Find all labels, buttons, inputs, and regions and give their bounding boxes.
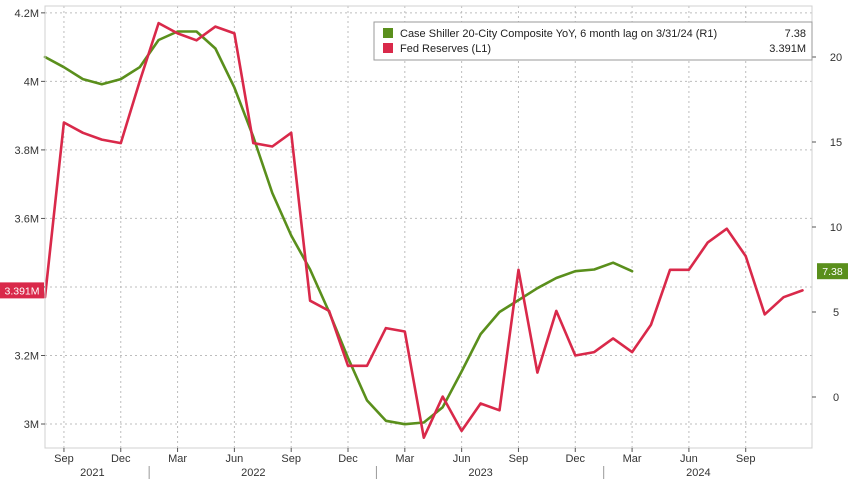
x-axis-tick-label: Dec bbox=[111, 453, 131, 465]
last-value-tag-fed-reserves-text: 3.391M bbox=[4, 285, 39, 297]
series-line-fed-reserves bbox=[43, 21, 804, 440]
legend-swatch-fed-reserves bbox=[383, 43, 393, 53]
legend-value-case-shiller: 7.38 bbox=[785, 28, 806, 40]
legend-swatch-case-shiller bbox=[383, 28, 393, 38]
axis-labels: 3M 3.2M 3.6M 3.8M 4M 4.2M Sep Dec Mar Jun Sep Dec Ma… bbox=[15, 8, 843, 479]
x-axis-tick-label: Mar bbox=[395, 453, 414, 465]
right-axis-tick-label: 10 bbox=[830, 222, 842, 234]
right-axis-tick-label: 15 bbox=[830, 137, 842, 149]
left-axis-tick-label: 4M bbox=[24, 76, 39, 88]
x-axis-tick-label: Jun bbox=[680, 453, 698, 465]
left-axis-tick-label: 4.2M bbox=[15, 8, 39, 20]
last-value-tag-case-shiller bbox=[817, 263, 848, 280]
series-lines bbox=[43, 21, 804, 440]
x-axis-tick-label: Sep bbox=[509, 453, 529, 465]
grid bbox=[45, 6, 812, 448]
right-axis-tick-label: 5 bbox=[833, 307, 839, 319]
legend-label-case-shiller: Case Shiller 20-City Composite YoY, 6 mo… bbox=[400, 28, 717, 40]
x-axis-tick-label: Mar bbox=[623, 453, 642, 465]
legend-value-fed-reserves: 3.391M bbox=[769, 43, 806, 55]
last-value-tag-fed-reserves bbox=[0, 282, 44, 299]
x-axis-tick-label: Sep bbox=[54, 453, 74, 465]
x-axis-tick-label: Sep bbox=[281, 453, 301, 465]
right-axis-tick-label: 20 bbox=[830, 52, 842, 64]
right-axis-tick-label: 0 bbox=[833, 392, 839, 404]
left-axis-tick-label: 3M bbox=[24, 419, 39, 431]
legend-label-fed-reserves: Fed Reserves (L1) bbox=[400, 43, 491, 55]
x-axis-tick-label: Dec bbox=[565, 453, 585, 465]
left-axis-tick-label: 3.8M bbox=[15, 145, 39, 157]
x-axis-tick-label: Jun bbox=[453, 453, 471, 465]
x-axis-year-label: 2022 bbox=[241, 467, 265, 479]
legend-box bbox=[373, 21, 813, 61]
legend: Case Shiller 20-City Composite YoY, 6 mo… bbox=[373, 21, 813, 61]
x-axis-tick-label: Jun bbox=[226, 453, 244, 465]
x-axis-tick-label: Dec bbox=[338, 453, 358, 465]
x-axis-tick-label: Mar bbox=[168, 453, 187, 465]
axes bbox=[41, 5, 816, 479]
left-axis-tick-label: 3.2M bbox=[15, 350, 39, 362]
left-axis-tick-label: 3.6M bbox=[15, 213, 39, 225]
x-axis-tick-label: Sep bbox=[736, 453, 756, 465]
x-axis-year-label: 2023 bbox=[468, 467, 492, 479]
series-line-case-shiller bbox=[43, 30, 634, 426]
last-value-tag-case-shiller-text: 7.38 bbox=[822, 266, 843, 278]
x-axis-year-label: 2024 bbox=[686, 467, 710, 479]
plot-frame bbox=[44, 5, 813, 449]
x-axis-year-label: 2021 bbox=[80, 467, 104, 479]
last-value-tags: 7.38 3.391M bbox=[0, 263, 848, 299]
